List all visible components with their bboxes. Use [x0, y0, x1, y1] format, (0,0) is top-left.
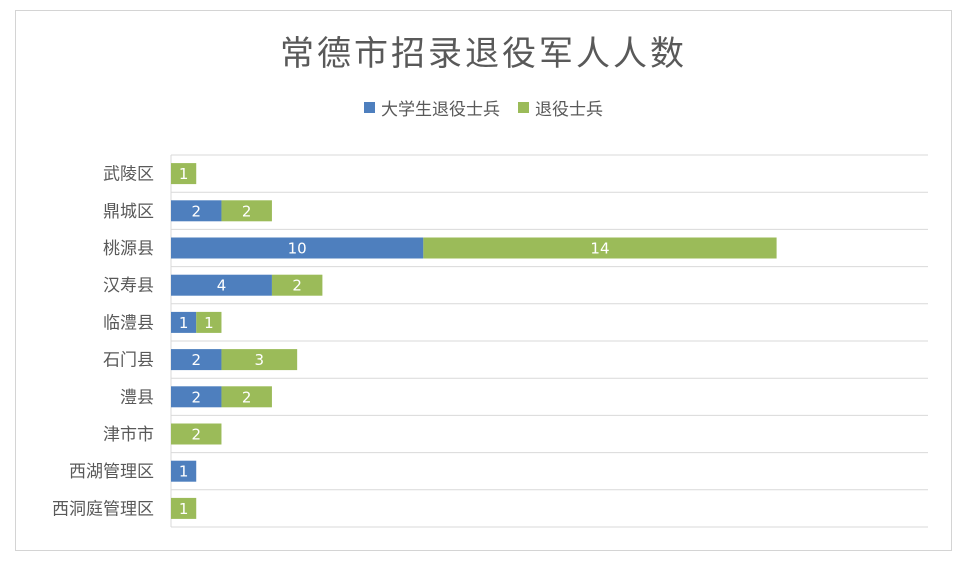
category-label: 临澧县	[103, 313, 154, 333]
legend-item-series-2: 退役士兵	[518, 95, 603, 120]
category-label: 桃源县	[103, 239, 154, 259]
legend-label-series-1: 大学生退役士兵	[381, 100, 500, 120]
data-label: 1	[179, 500, 189, 518]
legend-swatch-series-2	[518, 102, 529, 113]
data-label: 2	[242, 202, 252, 220]
bar-college-veterans	[171, 349, 222, 371]
data-label: 4	[217, 277, 227, 295]
bar-college-veterans	[171, 237, 424, 259]
legend-swatch-series-1	[364, 102, 375, 113]
data-label: 10	[288, 240, 307, 258]
bar-college-veterans	[171, 200, 222, 222]
category-label: 石门县	[103, 351, 154, 371]
data-label: 2	[191, 426, 201, 444]
legend-item-series-1: 大学生退役士兵	[364, 95, 500, 120]
legend: 大学生退役士兵 退役士兵	[0, 95, 967, 120]
data-label: 2	[191, 388, 201, 406]
bar-college-veterans	[171, 460, 197, 482]
category-label: 鼎城区	[103, 202, 154, 222]
data-label: 3	[255, 351, 265, 369]
category-label: 武陵区	[103, 165, 154, 185]
chart-title: 常德市招录退役军人人数	[280, 34, 687, 74]
legend-label-series-2: 退役士兵	[535, 100, 603, 120]
bar-college-veterans	[171, 311, 197, 333]
bar-veterans	[221, 386, 272, 408]
data-label: 1	[179, 314, 189, 332]
category-label: 西湖管理区	[69, 462, 154, 482]
bar-college-veterans	[171, 274, 272, 296]
data-label: 1	[204, 314, 214, 332]
bar-veterans	[423, 237, 777, 259]
category-label: 西洞庭管理区	[52, 499, 154, 519]
data-label: 2	[191, 202, 201, 220]
data-label: 2	[242, 388, 252, 406]
data-label: 14	[590, 240, 609, 258]
data-label: 2	[191, 351, 201, 369]
data-label: 1	[179, 165, 189, 183]
category-label: 津市市	[103, 425, 154, 445]
bar-veterans	[221, 349, 298, 371]
bar-veterans	[171, 163, 197, 185]
bar-veterans	[171, 423, 222, 445]
bar-veterans	[271, 274, 323, 296]
data-label: 1	[179, 463, 189, 481]
data-label: 2	[292, 277, 302, 295]
category-label: 澧县	[120, 388, 154, 408]
bar-veterans	[171, 497, 197, 519]
bar-veterans	[196, 311, 222, 333]
bar-college-veterans	[171, 386, 222, 408]
category-label: 汉寿县	[103, 276, 154, 296]
bar-veterans	[221, 200, 272, 222]
